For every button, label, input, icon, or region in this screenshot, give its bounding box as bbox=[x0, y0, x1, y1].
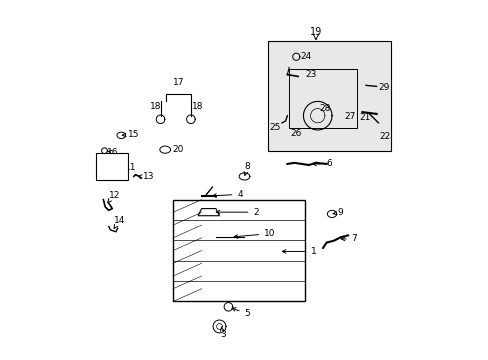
Text: 10: 10 bbox=[234, 229, 275, 238]
Text: 15: 15 bbox=[122, 130, 140, 139]
Text: 4: 4 bbox=[212, 190, 243, 199]
Text: 27: 27 bbox=[344, 112, 355, 121]
Text: 5: 5 bbox=[232, 308, 250, 319]
Text: 21: 21 bbox=[359, 113, 370, 122]
Text: 25: 25 bbox=[268, 123, 280, 132]
Text: 6: 6 bbox=[312, 159, 332, 168]
Text: 8: 8 bbox=[244, 162, 250, 175]
Text: 19: 19 bbox=[309, 27, 322, 37]
Text: 24: 24 bbox=[299, 52, 310, 61]
Bar bbox=[173, 200, 305, 301]
Text: 13: 13 bbox=[138, 172, 154, 181]
Text: 18: 18 bbox=[192, 102, 203, 111]
Bar bbox=[288, 69, 356, 128]
Text: 29: 29 bbox=[378, 83, 389, 92]
Text: 11: 11 bbox=[118, 163, 136, 172]
Text: 23: 23 bbox=[305, 70, 316, 79]
Text: 1: 1 bbox=[282, 247, 316, 256]
Text: 18: 18 bbox=[150, 102, 162, 111]
Text: 9: 9 bbox=[332, 208, 343, 217]
Text: 2: 2 bbox=[216, 208, 259, 217]
Text: 12: 12 bbox=[107, 191, 120, 203]
Text: 14: 14 bbox=[114, 216, 125, 228]
Text: 7: 7 bbox=[341, 234, 357, 243]
Text: 20: 20 bbox=[172, 145, 183, 154]
Text: 16: 16 bbox=[107, 148, 118, 157]
Bar bbox=[267, 41, 390, 152]
Text: 26: 26 bbox=[290, 129, 302, 138]
Bar bbox=[96, 153, 128, 180]
Text: 17: 17 bbox=[172, 78, 184, 87]
Text: 3: 3 bbox=[220, 327, 225, 339]
Text: 22: 22 bbox=[379, 132, 390, 141]
Text: 28: 28 bbox=[319, 104, 330, 113]
